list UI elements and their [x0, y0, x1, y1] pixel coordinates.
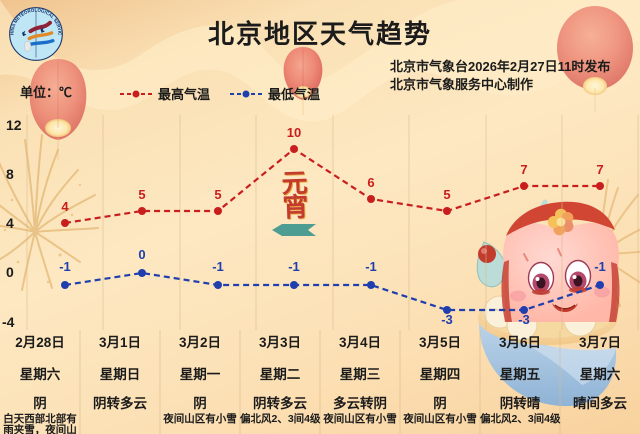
svg-text:7: 7: [596, 162, 603, 177]
svg-text:4: 4: [6, 215, 14, 231]
svg-text:-1: -1: [288, 259, 300, 274]
svg-text:-1: -1: [365, 259, 377, 274]
svg-text:4: 4: [61, 199, 69, 214]
svg-text:6: 6: [367, 175, 374, 190]
svg-text:-3: -3: [518, 312, 530, 327]
svg-text:8: 8: [6, 166, 14, 182]
svg-text:7: 7: [520, 162, 527, 177]
svg-text:-1: -1: [594, 259, 606, 274]
svg-text:-1: -1: [59, 259, 71, 274]
svg-text:-1: -1: [212, 259, 224, 274]
svg-text:5: 5: [214, 187, 221, 202]
svg-text:0: 0: [6, 264, 14, 280]
svg-text:-3: -3: [441, 312, 453, 327]
svg-text:5: 5: [138, 187, 145, 202]
svg-text:-4: -4: [2, 314, 15, 330]
svg-text:12: 12: [6, 117, 22, 133]
svg-text:0: 0: [138, 247, 145, 262]
svg-text:10: 10: [287, 125, 301, 140]
svg-text:5: 5: [443, 187, 450, 202]
